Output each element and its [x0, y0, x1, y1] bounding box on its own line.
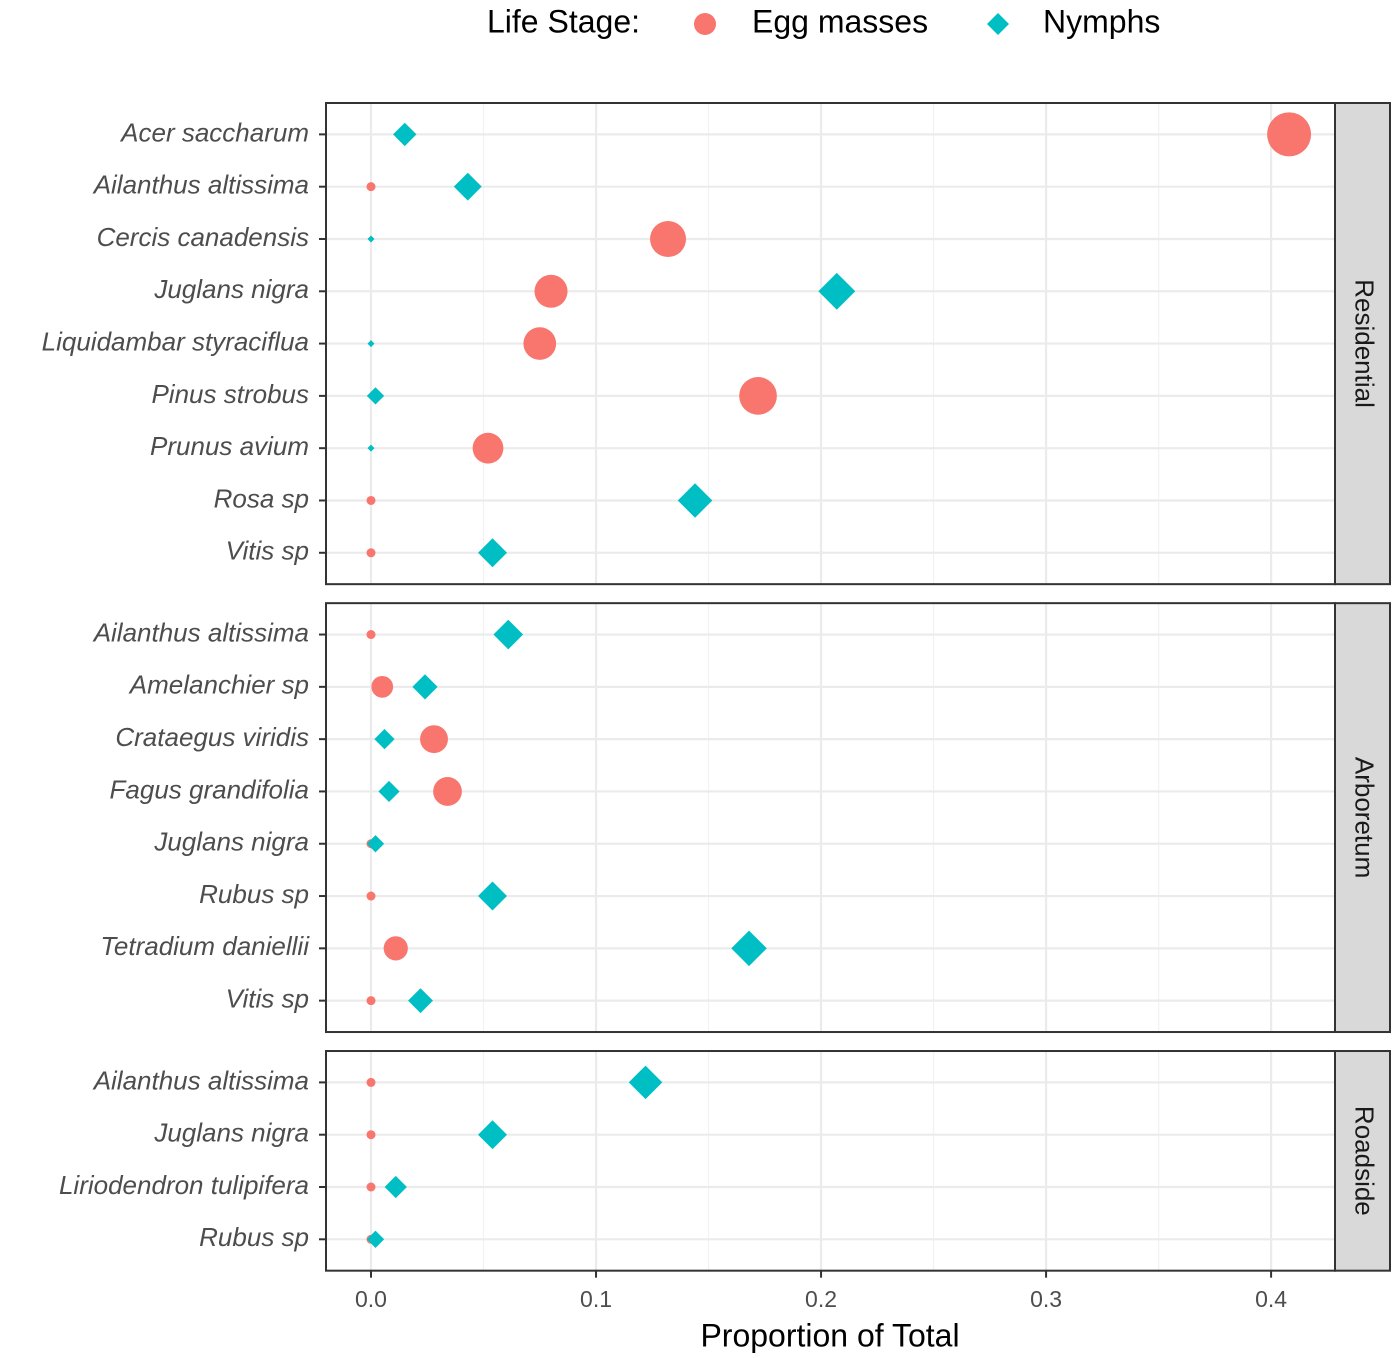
egg-marker — [371, 675, 394, 698]
egg-marker — [383, 936, 408, 961]
y-tick-label: Liriodendron tulipifera — [59, 1170, 309, 1200]
x-tick-label: 0.0 — [355, 1286, 387, 1312]
nymph-marker — [367, 340, 375, 348]
nymph-marker — [367, 444, 375, 452]
panel-border — [325, 602, 1336, 1034]
x-tick-label: 0.4 — [1255, 1286, 1287, 1312]
legend-title: Life Stage: — [487, 3, 640, 39]
egg-marker — [534, 274, 568, 308]
nymph-marker — [374, 729, 395, 750]
egg-marker — [366, 182, 376, 192]
egg-marker — [1267, 112, 1312, 157]
y-tick-label: Pinus strobus — [151, 379, 309, 409]
y-tick-label: Rubus sp — [199, 879, 309, 909]
nymph-marker — [493, 619, 524, 650]
nymph-marker — [366, 1230, 385, 1248]
nymph-marker — [366, 835, 385, 853]
y-tick-label: Juglans nigra — [153, 1118, 309, 1148]
y-tick-label: Fagus grandifolia — [110, 774, 309, 804]
y-tick-label: Amelanchier sp — [128, 670, 309, 700]
legend-label: Egg masses — [752, 3, 928, 39]
y-tick-label: Tetradium daniellii — [100, 931, 310, 961]
strip-label: Roadside — [1350, 1106, 1380, 1216]
egg-marker — [739, 377, 777, 415]
nymph-marker — [384, 1175, 407, 1199]
strip-label: Arboretum — [1350, 757, 1380, 878]
y-tick-label: Rosa sp — [214, 483, 309, 513]
nymph-marker — [393, 122, 417, 147]
strip — [1334, 102, 1391, 586]
nymph-marker — [677, 483, 713, 518]
egg-marker — [650, 220, 687, 257]
strip — [1334, 1050, 1391, 1272]
y-tick-label: Crataegus viridis — [115, 722, 309, 752]
nymph-marker — [366, 387, 385, 405]
nymph-marker — [628, 1065, 663, 1100]
nymph-marker — [818, 272, 856, 310]
nymph-marker — [478, 881, 508, 911]
legend-marker — [694, 13, 716, 35]
y-tick-label: Acer saccharum — [119, 117, 309, 147]
nymph-marker — [367, 235, 375, 243]
egg-marker — [433, 777, 462, 806]
nymph-marker — [412, 674, 438, 700]
y-tick-label: Liquidambar styraciflua — [42, 326, 309, 356]
x-tick-label: 0.2 — [805, 1286, 837, 1312]
egg-marker — [366, 996, 376, 1006]
strip-label: Residential — [1350, 279, 1380, 408]
y-tick-label: Vitis sp — [226, 984, 309, 1014]
egg-marker — [366, 1130, 376, 1140]
y-tick-label: Ailanthus altissima — [92, 617, 309, 647]
egg-marker — [366, 630, 376, 640]
y-tick-label: Juglans nigra — [153, 827, 309, 857]
y-tick-label: Vitis sp — [226, 536, 309, 566]
legend-marker — [987, 13, 1009, 35]
y-tick-label: Rubus sp — [199, 1222, 309, 1252]
egg-marker — [472, 432, 504, 464]
egg-marker — [366, 1182, 376, 1192]
strip — [1334, 602, 1391, 1034]
panel-border — [325, 1050, 1336, 1272]
nymph-marker — [478, 1120, 508, 1150]
egg-marker — [366, 495, 376, 505]
x-axis-title: Proportion of Total — [700, 1317, 959, 1353]
nymph-marker — [478, 538, 508, 568]
y-tick-label: Juglans nigra — [153, 274, 309, 304]
nymph-marker — [731, 930, 767, 967]
egg-marker — [366, 891, 376, 901]
x-tick-label: 0.1 — [580, 1286, 612, 1312]
x-tick-label: 0.3 — [1030, 1286, 1062, 1312]
egg-marker — [420, 725, 448, 754]
nymph-marker — [408, 988, 433, 1014]
nymph-marker — [453, 172, 482, 201]
y-tick-label: Ailanthus altissima — [92, 170, 309, 200]
y-tick-label: Ailanthus altissima — [92, 1065, 309, 1095]
egg-marker — [366, 548, 376, 558]
y-tick-label: Prunus avium — [150, 431, 309, 461]
egg-marker — [366, 1077, 376, 1087]
y-tick-label: Cercis canadensis — [97, 222, 309, 252]
nymph-marker — [378, 780, 400, 803]
legend-label: Nymphs — [1043, 3, 1160, 39]
egg-marker — [523, 327, 557, 360]
